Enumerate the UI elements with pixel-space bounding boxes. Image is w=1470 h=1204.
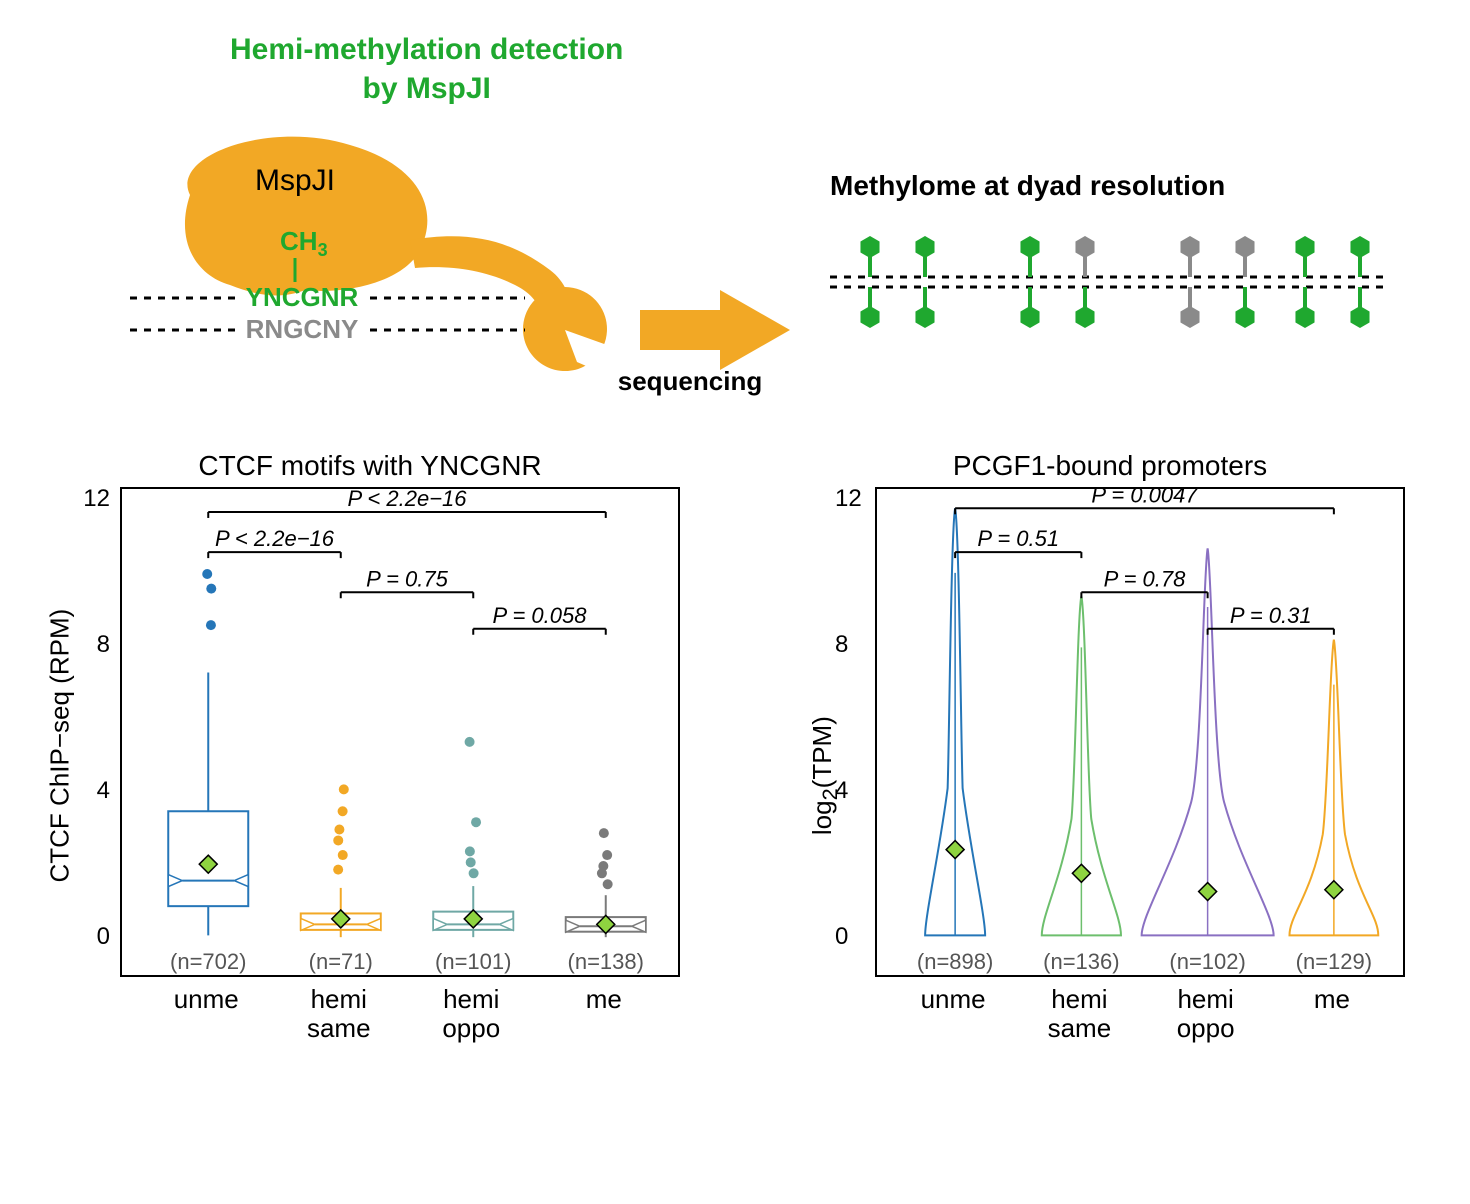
mspji-label: MspJI xyxy=(255,164,335,197)
top-diagram-section: Hemi-methylation detectionby MspJI MspJI… xyxy=(30,30,1440,410)
bottom-strand-seq: RNGCNY xyxy=(246,314,359,344)
ctcf-xcat: unme xyxy=(151,985,261,1014)
svg-text:P = 0.058: P = 0.058 xyxy=(493,603,588,628)
sequencing-label: sequencing xyxy=(618,366,762,396)
pcgf1-ytick: 8 xyxy=(835,631,848,659)
methylome-title: Methylome at dyad resolution xyxy=(830,170,1400,202)
svg-text:(n=138): (n=138) xyxy=(568,949,644,974)
lollipop-svg xyxy=(830,222,1390,342)
ctcf-ytick: 8 xyxy=(97,631,110,659)
ctcf-xcat: me xyxy=(549,985,659,1014)
pcgf1-ylabel: log2(TPM) xyxy=(807,655,843,835)
mspji-diagram: MspJI CH3 YNCGNR RNGCNY s xyxy=(130,130,830,390)
ctcf-ytick: 0 xyxy=(97,923,110,951)
pcgf1-ytick: 0 xyxy=(835,923,848,951)
methylome-section: Methylome at dyad resolution xyxy=(830,170,1400,347)
pcgf1-ytick: 4 xyxy=(835,777,848,805)
top-strand-seq: YNCGNR xyxy=(246,282,359,312)
mspji-enzyme-body xyxy=(185,137,427,296)
pcgf1-ytick: 12 xyxy=(835,485,862,513)
svg-text:P = 0.0047: P = 0.0047 xyxy=(1091,489,1198,507)
svg-text:P = 0.31: P = 0.31 xyxy=(1230,603,1312,628)
pcgf1-violin-svg: P = 0.0047 P = 0.51 P = 0.78 P = 0.31 (n=898… xyxy=(877,489,1407,979)
ctcf-xcat: hemioppo xyxy=(416,985,526,1042)
mspji-svg: MspJI CH3 YNCGNR RNGCNY s xyxy=(130,130,830,410)
ctcf-ylabel: CTCF ChIP−seq (RPM) xyxy=(45,603,76,883)
hemi-methylation-title: Hemi-methylation detectionby MspJI xyxy=(230,30,623,108)
svg-text:(n=702): (n=702) xyxy=(170,949,246,974)
svg-text:(n=129): (n=129) xyxy=(1296,949,1372,974)
pcgf1-frame: P = 0.0047 P = 0.51 P = 0.78 P = 0.31 (n=898… xyxy=(875,487,1405,977)
pcgf1-xcat: me xyxy=(1277,985,1387,1014)
svg-text:(n=898): (n=898) xyxy=(917,949,993,974)
svg-text:(n=136): (n=136) xyxy=(1043,949,1119,974)
svg-text:P < 2.2e−16: P < 2.2e−16 xyxy=(215,526,335,551)
pcgf1-xcat: unme xyxy=(898,985,1008,1014)
pcgf1-xcat: hemisame xyxy=(1024,985,1134,1042)
ctcf-xcat: hemisame xyxy=(284,985,394,1042)
figure-root: Hemi-methylation detectionby MspJI MspJI… xyxy=(30,30,1440,1067)
ctcf-ytick: 12 xyxy=(83,485,110,513)
bottom-charts: CTCF motifs with YNCGNR CTCF ChIP−seq (R… xyxy=(30,450,1440,1067)
pcgf1-xcat: hemioppo xyxy=(1151,985,1261,1042)
svg-text:(n=71): (n=71) xyxy=(309,949,373,974)
ctcf-ytick: 4 xyxy=(97,777,110,805)
svg-text:P = 0.75: P = 0.75 xyxy=(366,566,449,591)
svg-text:P = 0.78: P = 0.78 xyxy=(1104,566,1187,591)
ctcf-boxplot-svg: P < 2.2e−16 P < 2.2e−16 P = 0.75 P = 0.058 (… xyxy=(122,489,682,979)
svg-text:P < 2.2e−16: P < 2.2e−16 xyxy=(347,489,467,511)
pcgf1-title: PCGF1-bound promoters xyxy=(790,450,1430,482)
svg-text:(n=102): (n=102) xyxy=(1169,949,1245,974)
pcgf1-violin-panel: PCGF1-bound promoters log2(TPM) P = 0.00… xyxy=(790,450,1430,1067)
ctcf-boxplot-panel: CTCF motifs with YNCGNR CTCF ChIP−seq (R… xyxy=(30,450,710,1067)
ctcf-title: CTCF motifs with YNCGNR xyxy=(30,450,710,482)
svg-text:P = 0.51: P = 0.51 xyxy=(977,526,1059,551)
ctcf-frame: P < 2.2e−16 P < 2.2e−16 P = 0.75 P = 0.058 (… xyxy=(120,487,680,977)
sequencing-arrow xyxy=(640,290,790,370)
svg-text:(n=101): (n=101) xyxy=(435,949,511,974)
